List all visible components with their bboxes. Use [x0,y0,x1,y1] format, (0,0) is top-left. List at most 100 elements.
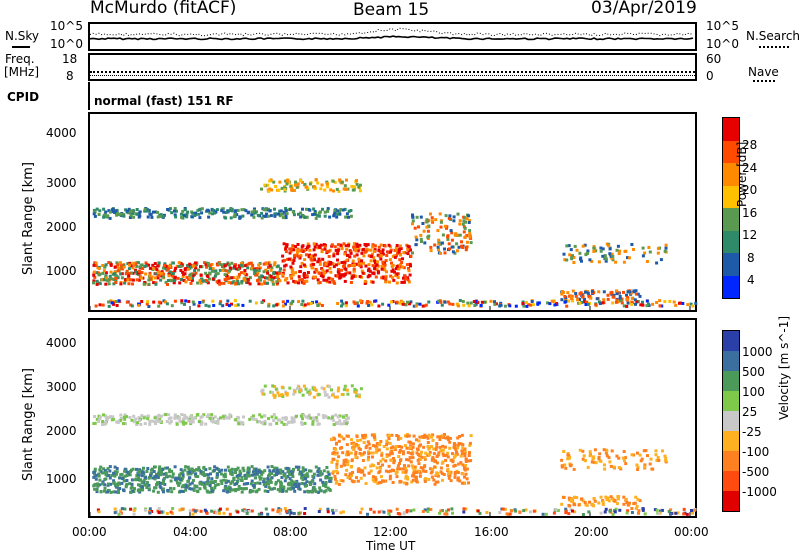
power-cell [279,267,282,271]
power-cell [132,215,136,219]
power-cell [313,210,317,213]
velocity-cell [463,475,466,479]
power-cell [329,188,333,192]
velocity-cell [604,451,608,455]
power-cell [338,276,342,280]
velocity-cell [388,441,392,445]
power-cell [255,267,259,270]
velocity-cell [200,482,204,486]
power-cell [236,208,240,212]
velocity-cell [108,465,112,469]
power-cell [283,188,287,192]
power-cell [451,302,455,306]
power-cell [270,188,274,192]
power-cell [398,258,402,262]
power-cb-tick: 20 [742,183,758,197]
power-cell [183,267,187,271]
velocity-cell [564,509,568,513]
power-cell [177,265,181,268]
power-cell [127,282,131,286]
power-cell [622,260,626,264]
power-cell [209,267,213,271]
velocity-cell [222,478,226,482]
power-cell [295,185,299,189]
velocity-cell [156,509,160,513]
power-cell [186,263,190,267]
velocity-cell [96,473,100,477]
velocity-cell [248,417,252,421]
power-cell [336,302,340,305]
power-cell [562,252,566,256]
velocity-cell [344,460,348,464]
power-cell [437,240,441,244]
velocity-cell [445,509,448,513]
power-cell [604,259,608,263]
power-cell [338,243,342,247]
velocity-cell [134,417,138,421]
velocity-cell [345,422,348,426]
velocity-colorbar-swatch [723,491,739,511]
velocity-cell [95,417,99,421]
power-cell [493,300,496,304]
velocity-cell [326,510,330,514]
velocity-cell [328,488,332,491]
power-cell [464,245,468,249]
power-cell [271,280,275,284]
power-cell [215,280,219,284]
velocity-cell [640,457,644,461]
power-cell [229,216,233,220]
velocity-cell [160,414,163,418]
velocity-cell [294,485,298,488]
power-cell [589,296,593,300]
velocity-cell [588,454,592,458]
velocity-cell [277,470,281,474]
power-cell [691,304,695,308]
power-cell [458,222,462,226]
power-cell [128,263,131,267]
power-cell [313,258,317,262]
velocity-cell [98,415,102,419]
power-cell [187,300,191,303]
velocity-cell [214,483,218,487]
velocity-cell [456,476,460,480]
power-cell [321,257,325,261]
power-cell [408,302,411,306]
nave-tick-top: 60 [706,52,722,66]
power-cell [116,276,120,280]
velocity-cell [408,446,412,449]
velocity-cell [503,507,507,511]
power-cell [241,264,245,268]
power-cell [299,211,303,215]
velocity-colorbar-swatch [723,391,739,411]
power-cell [566,291,570,295]
power-cell [331,277,334,281]
velocity-cell [112,490,116,494]
velocity-cell [207,413,210,417]
velocity-cell [410,464,414,468]
power-cell [438,299,442,303]
velocity-cell [302,384,306,388]
power-cell [128,261,132,265]
power-cell [212,269,216,273]
velocity-cell [283,479,287,483]
power-cell [400,261,404,264]
velocity-cell [669,512,672,516]
power-cell [101,264,105,267]
power-cell [289,265,293,269]
power-cell [281,304,285,308]
power-cell [313,245,317,249]
power-cell [379,254,383,258]
velocity-cell [273,395,277,399]
power-cell [234,209,238,213]
power-cell [117,266,121,270]
power-cell [592,246,596,250]
power-cell [145,302,149,306]
velocity-cell [397,455,401,458]
velocity-cell [438,435,442,439]
velocity-cell [432,478,436,482]
power-cell [630,243,634,246]
velocity-cell [205,415,209,419]
power-cell [326,207,330,211]
velocity-cell [442,454,446,458]
power-ytick: 3000 [46,176,77,190]
